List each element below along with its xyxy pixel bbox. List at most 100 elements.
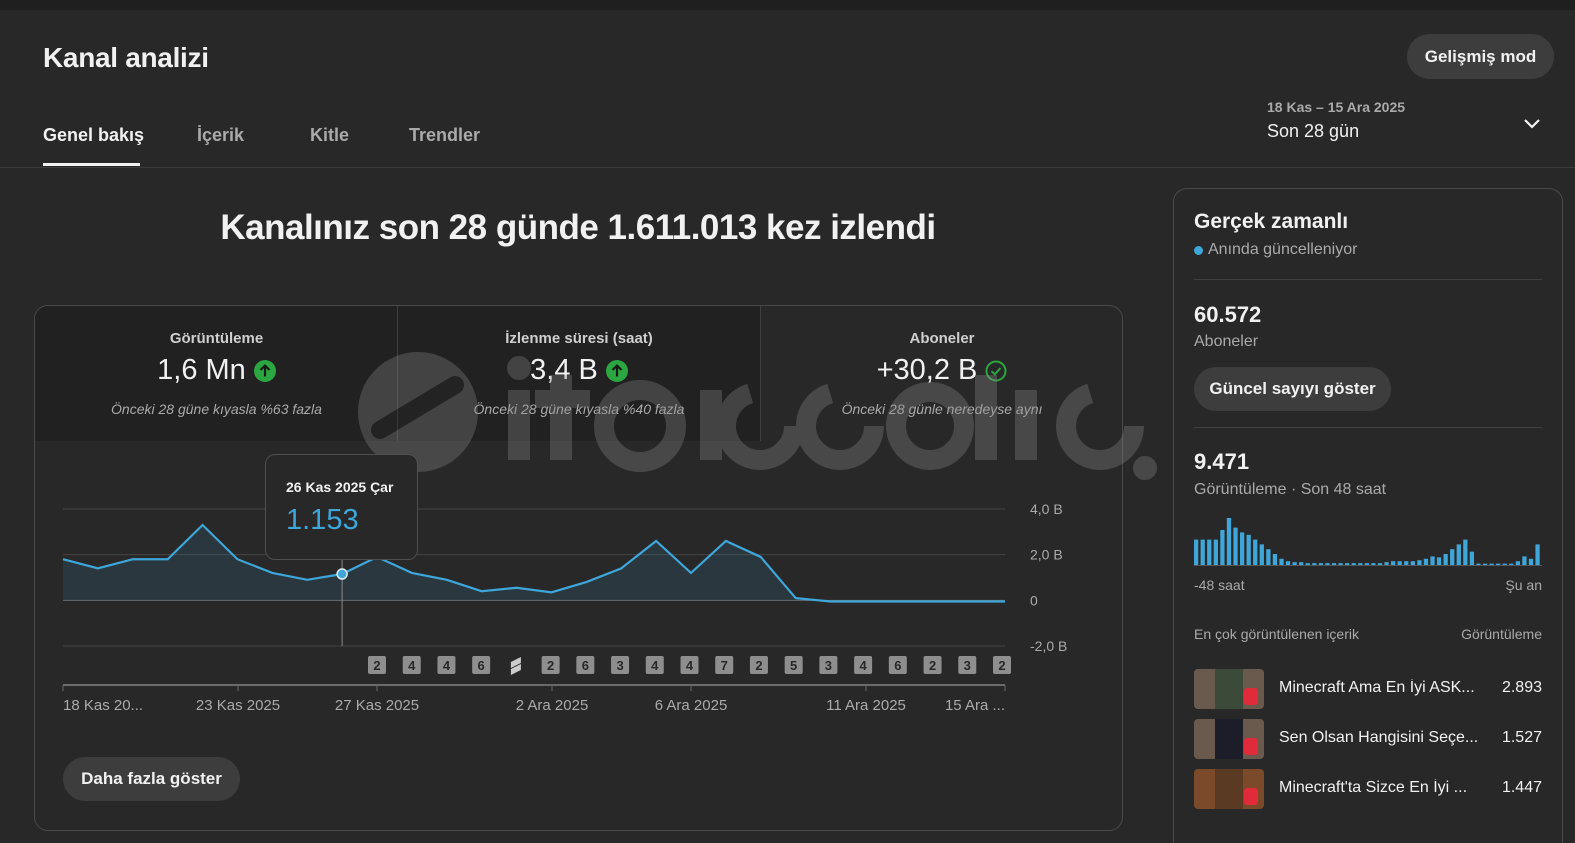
- arrow-up-green-icon: [253, 359, 276, 382]
- check-circle-icon: [985, 360, 1007, 381]
- event-marker: [576, 656, 595, 674]
- video-views: 1.447: [1501, 779, 1542, 796]
- event-marker-label: 2: [547, 658, 554, 673]
- event-marker: [749, 656, 768, 674]
- realtime-bar: [1469, 551, 1475, 566]
- tooltip-date: 26 Kas 2025 Çar: [286, 479, 394, 495]
- x-tick-label: 18 Kas 20...: [63, 697, 143, 714]
- realtime-bar: [1522, 556, 1527, 566]
- realtime-bar: [1384, 562, 1389, 566]
- realtime-bar-chart: [1194, 518, 1542, 566]
- realtime-bar: [1200, 539, 1205, 566]
- active-tab-indicator: [43, 163, 140, 166]
- overview-card: Görüntüleme 1,6 Mn Önceki 28 güne kıyasl…: [34, 305, 1123, 831]
- realtime-bar: [1312, 563, 1317, 566]
- advanced-mode-button[interactable]: Gelişmiş mod: [1407, 34, 1554, 79]
- subscribers-value: 60.572: [1194, 302, 1262, 327]
- realtime-bar: [1331, 563, 1337, 566]
- realtime-bar: [1535, 544, 1540, 566]
- header-divider: [0, 167, 1575, 168]
- y-tick-label: 0: [1030, 592, 1038, 608]
- x-tick-label: 2 Ara 2025: [516, 697, 589, 714]
- realtime-bar: [1436, 557, 1442, 566]
- realtime-bar: [1502, 563, 1507, 566]
- event-marker-label: 4: [686, 658, 694, 673]
- tab-overview[interactable]: Genel bakış: [43, 125, 145, 145]
- metric-subscribers[interactable]: Aboneler +30,2 B Önceki 28 günle neredey…: [760, 306, 1122, 441]
- event-marker-label: 4: [443, 658, 451, 673]
- realtime-bar: [1390, 561, 1396, 566]
- shorts-marker-icon: [510, 657, 521, 675]
- realtime-bar: [1351, 563, 1356, 566]
- realtime-bar: [1482, 563, 1488, 566]
- event-marker-label: 3: [825, 658, 832, 673]
- realtime-bar: [1239, 532, 1245, 566]
- x-tick-label: 15 Ara ...: [945, 697, 1005, 714]
- event-marker: [888, 656, 907, 674]
- realtime-bar: [1292, 562, 1297, 566]
- chevron-down-icon[interactable]: [1520, 112, 1544, 136]
- series-line: [62, 523, 1005, 603]
- event-marker-label: 2: [373, 658, 380, 673]
- event-marker: [680, 656, 699, 674]
- event-marker: [819, 656, 838, 674]
- page-title: Kanal analizi: [43, 42, 209, 73]
- tab-audience[interactable]: Kitle: [310, 125, 350, 145]
- realtime-title: Gerçek zamanlı: [1194, 210, 1349, 233]
- realtime-bar: [1325, 563, 1330, 566]
- metric-value: +30,2 B: [876, 354, 978, 386]
- divider: [1194, 279, 1542, 280]
- x-tick-label: 23 Kas 2025: [196, 697, 280, 714]
- shorts-icon: [1244, 738, 1258, 755]
- y-tick-label: 4,0 B: [1030, 501, 1063, 517]
- realtime-bar: [1285, 561, 1291, 566]
- top-content-row[interactable]: Minecraft Ama En İyi ASK... 2.893: [1194, 669, 1542, 709]
- show-current-count-button[interactable]: Güncel sayıyı göster: [1194, 367, 1391, 411]
- event-marker: [437, 656, 456, 674]
- realtime-bar: [1253, 539, 1258, 566]
- live-dot-icon: [1194, 245, 1203, 255]
- top-content-row[interactable]: Minecraft'ta Sizce En İyi ... 1.447: [1194, 769, 1542, 809]
- metric-value: 3,4 B: [530, 354, 598, 386]
- realtime-bar: [1417, 560, 1422, 566]
- realtime-bar: [1423, 558, 1429, 566]
- event-marker-label: 6: [582, 658, 589, 673]
- realtime-bar: [1450, 549, 1455, 566]
- realtime-bar: [1456, 544, 1461, 566]
- realtime-panel: Gerçek zamanlı Anında güncelleniyor 60.5…: [1173, 188, 1563, 843]
- realtime-bar: [1528, 558, 1534, 566]
- realtime-bar: [1345, 563, 1350, 566]
- show-more-button[interactable]: Daha fazla göster: [63, 757, 240, 801]
- tab-content[interactable]: İçerik: [197, 125, 245, 145]
- event-marker-label: 3: [616, 658, 623, 673]
- event-marker: [368, 656, 386, 674]
- event-marker: [645, 656, 664, 674]
- top-content-column: Görüntüleme: [1461, 626, 1542, 642]
- video-views: 1.527: [1501, 729, 1542, 746]
- metric-watch-time[interactable]: İzlenme süresi (saat) 3,4 B Önceki 28 gü…: [397, 306, 760, 441]
- metric-views[interactable]: Görüntüleme 1,6 Mn Önceki 28 güne kıyasl…: [35, 306, 398, 441]
- realtime-bar: [1318, 563, 1324, 566]
- realtime-bar: [1404, 561, 1409, 566]
- event-marker-label: 4: [859, 658, 867, 673]
- event-marker: [993, 656, 1011, 674]
- realtime-bar: [1397, 561, 1402, 566]
- event-marker: [402, 656, 421, 674]
- headline: Kanalınız son 28 günde 1.611.013 kez izl…: [220, 208, 936, 247]
- event-marker-label: 2: [998, 658, 1005, 673]
- event-marker: [541, 656, 560, 674]
- video-thumbnail: [1194, 719, 1264, 759]
- top-content-label: En çok görüntülenen içerik: [1194, 626, 1359, 642]
- bar-axis-end: Şu an: [1505, 577, 1542, 593]
- x-tick-label: 6 Ara 2025: [655, 697, 728, 714]
- realtime-bar: [1299, 562, 1304, 566]
- realtime-bar: [1496, 563, 1501, 566]
- metric-title: Aboneler: [909, 330, 975, 347]
- tab-trends[interactable]: Trendler: [409, 125, 481, 145]
- event-marker: [854, 656, 873, 674]
- top-content-row[interactable]: Sen Olsan Hangisini Seçe... 1.527: [1194, 719, 1542, 759]
- bar-axis-start: -48 saat: [1194, 577, 1245, 593]
- video-views: 2.893: [1501, 679, 1542, 696]
- metric-note: Önceki 28 güne kıyasla %40 fazla: [473, 401, 685, 417]
